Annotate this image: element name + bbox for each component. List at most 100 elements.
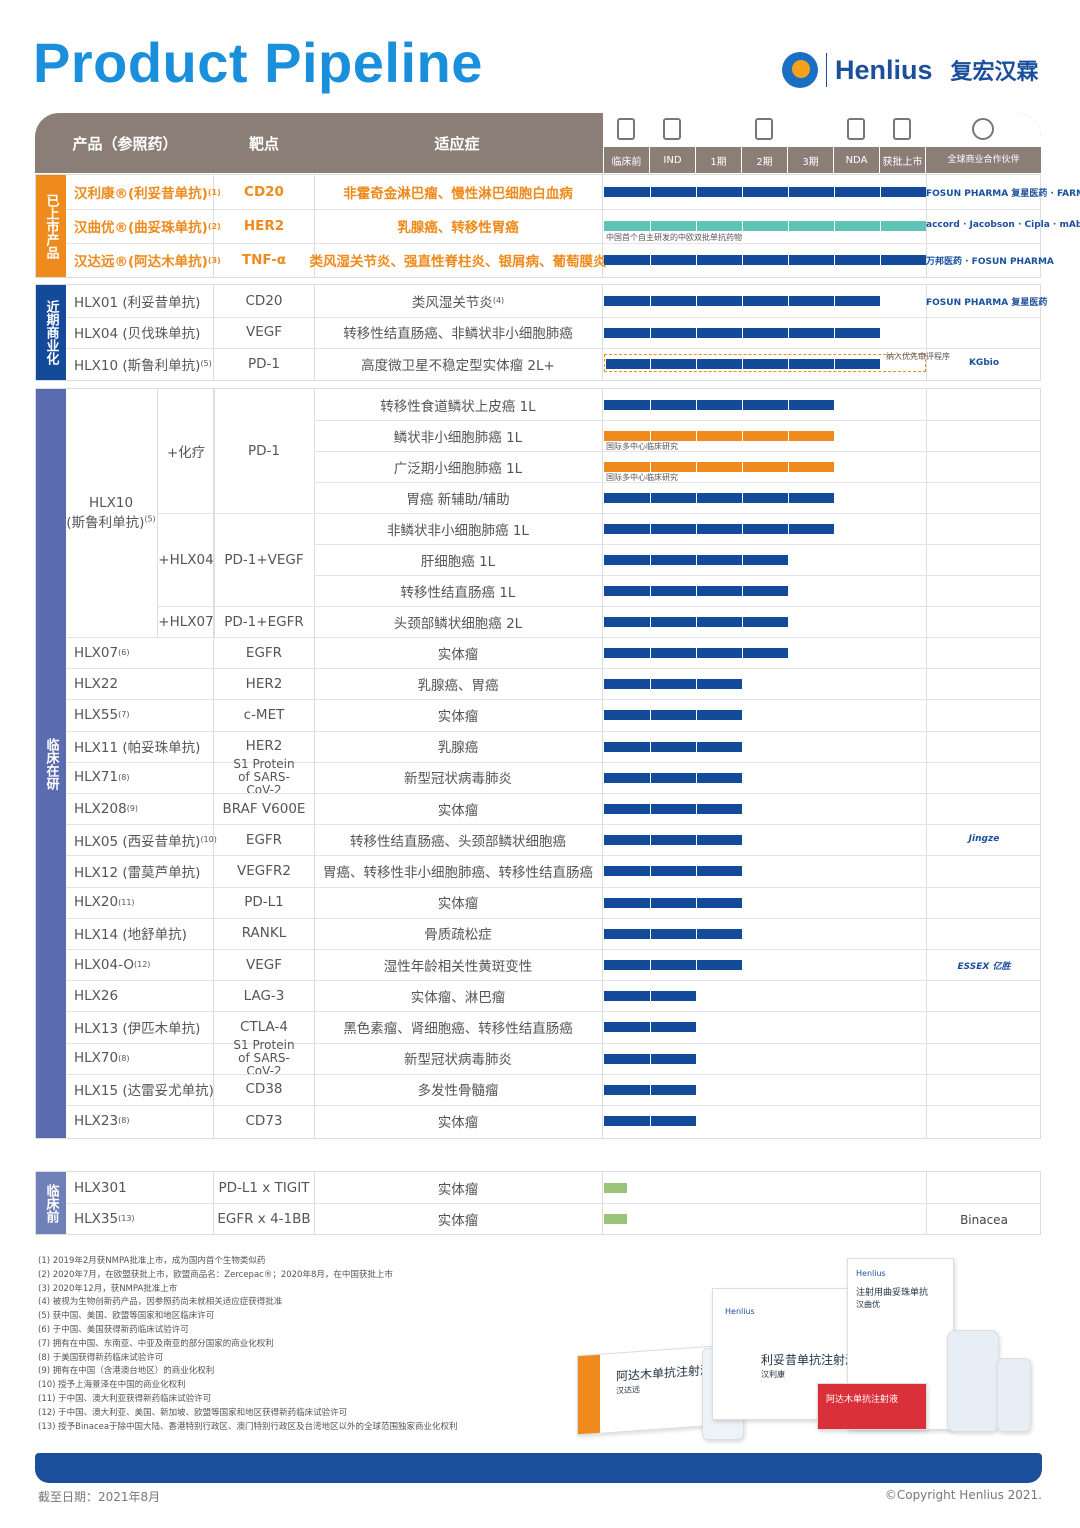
table-row: HLX70 (8) S1 Protein of SARS-CoV-2 新型冠状病毒肺炎 — [66, 1038, 1040, 1077]
stage-tick — [696, 221, 697, 231]
product-name: HLX13 (伊匹木单抗) — [66, 1011, 224, 1042]
table-row: HLX15 (达雷妥尤单抗) CD38 多发性骨髓瘤 — [66, 1073, 1040, 1105]
stage-tick — [696, 617, 697, 627]
stage-tick — [650, 772, 651, 783]
grid-line — [314, 389, 315, 1139]
stage-tick — [650, 991, 651, 1002]
pipeline-bar — [604, 493, 834, 503]
pipeline-bar-fill — [606, 359, 880, 369]
header-indication: 适应症 — [434, 134, 480, 153]
target: S1 Protein of SARS-CoV-2 — [233, 756, 295, 797]
footnote-ref: (13) — [118, 1214, 135, 1223]
pipeline-bar — [604, 960, 742, 970]
stage-tick — [650, 835, 651, 846]
product-text: HLX14 (地舒单抗) — [74, 927, 187, 944]
product-text: HLX12 (雷莫芦单抗) — [74, 864, 201, 881]
product-name: HLX35 (13) — [66, 1203, 224, 1234]
grid-line — [157, 389, 158, 637]
footnote: (5) 获中国、美国、欧盟等国家和地区临床许可 — [38, 1311, 215, 1322]
stage-tick — [650, 493, 651, 503]
table-header: 产品（参照药） 靶点 适应症 临床前 IND 1期 2期 3期 NDA 获批上市 全球商业合作伙伴 — [35, 113, 1041, 173]
logo-divider — [826, 53, 827, 87]
table-row: HLX04 (贝伐珠单抗) VEGF 转移性结直肠癌、非鳞状非小细胞肺癌 — [66, 316, 1040, 349]
grid-line — [213, 175, 214, 277]
row-divider — [66, 730, 1040, 732]
pipeline-bar — [604, 897, 742, 908]
product-text: 汉曲优®(曲妥珠单抗) — [74, 220, 208, 236]
grid-line — [926, 389, 927, 1139]
stage-tick — [650, 960, 651, 970]
stage-tick — [696, 255, 697, 265]
footnote-ref: (10) — [200, 835, 217, 845]
combo-target: PD-1 — [248, 443, 280, 459]
stage-tick — [696, 804, 697, 814]
product-name: HLX10 (斯鲁利单抗) (5) — [66, 348, 224, 380]
row-divider — [66, 1073, 1040, 1075]
footnote-ref: (7) — [118, 710, 130, 720]
row-divider — [314, 420, 1040, 421]
henlius-logo-icon — [782, 52, 818, 88]
section-marketed: 已上市产品 汉利康®(利妥昔单抗) (1) CD20 非霍奇金淋巴瘤、慢性淋巴细胞白血病… — [35, 174, 1080, 278]
stage-tick — [742, 586, 743, 596]
box3-label: 注射用曲妥珠单抗 — [856, 1288, 929, 1298]
product-text: HLX07 — [74, 644, 119, 661]
pipeline-bar — [604, 431, 834, 441]
row-divider — [66, 824, 1040, 826]
partner-logo: Jingze — [968, 833, 1000, 844]
row-divider — [66, 699, 1040, 701]
stage-tick — [742, 400, 743, 410]
grid-line — [602, 285, 603, 380]
pipeline-bar — [604, 772, 742, 783]
row-divider — [66, 1011, 1040, 1013]
stage-tick — [696, 710, 697, 721]
product-name: HLX14 (地舒单抗) — [66, 918, 224, 949]
stage-tick — [834, 359, 835, 369]
table-row: 胃癌 新辅助/辅助 — [66, 482, 1040, 513]
stage-tick — [696, 327, 697, 338]
table-row: HLX12 (雷莫芦单抗) VEGFR2 胃癌、转移性非小细胞肺癌、转移性结直肠癌 — [66, 855, 1040, 886]
stage-label: IND — [649, 147, 695, 173]
indication: 转移性结直肠癌、头颈部鳞状细胞癌 — [350, 833, 566, 850]
footnote: (1) 2019年2月获NMPA批准上市，成为国内首个生物类似药 — [38, 1256, 266, 1266]
stage-label: NDA — [833, 147, 879, 173]
indication: 实体瘤 — [437, 1114, 479, 1131]
row-divider — [66, 855, 1040, 857]
product-text: HLX301 — [74, 1179, 127, 1196]
indication: 乳腺癌 — [437, 740, 479, 757]
stage-tick — [788, 255, 789, 265]
indication: 肝细胞癌 1L — [420, 553, 496, 570]
target: HER2 — [245, 738, 283, 755]
indication: 黑色素瘤、肾细胞癌、转移性结直肠癌 — [343, 1020, 573, 1037]
row-divider — [158, 606, 313, 607]
table-row: HLX71 (8) S1 Protein of SARS-CoV-2 新型冠状病毒肺炎 — [66, 756, 1040, 797]
stage-tick — [696, 679, 697, 690]
product-text: HLX01 (利妥昔单抗) — [74, 294, 201, 311]
row-divider — [314, 544, 1040, 545]
section-label-near: 近期商业化 — [36, 285, 66, 380]
stage-tick — [696, 187, 697, 197]
target: EGFR — [245, 644, 283, 661]
stage-label: 1期 — [695, 147, 741, 173]
table-row: 汉曲优®(曲妥珠单抗) (2) HER2 乳腺癌、转移性胃癌 中国首个自主研发的中欧双批… — [66, 209, 1080, 243]
box2-brand: Henlius — [725, 1307, 755, 1316]
stage-col-1: IND — [649, 113, 695, 173]
group-product-sub-text: (斯鲁利单抗) — [66, 515, 145, 531]
stage-tick — [650, 1022, 651, 1033]
product-name: HLX15 (达雷妥尤单抗) — [66, 1074, 224, 1105]
grid-line — [213, 285, 214, 380]
product-name: HLX23 (8) — [66, 1105, 224, 1136]
stage-tick — [742, 359, 743, 369]
stage-label: 获批上市 — [879, 147, 925, 173]
bar-note: 中国首个自主研发的中欧双批单抗药物 — [606, 233, 742, 242]
pipeline-bar — [604, 710, 742, 721]
stage-col-2: 1期 — [695, 113, 741, 173]
indication: 多发性骨髓瘤 — [417, 1083, 499, 1100]
indication: 类风湿关节炎 (4) — [314, 285, 602, 317]
partner-logo: KGbio — [968, 357, 1000, 368]
row-divider — [158, 513, 313, 514]
product-text: 汉利康®(利妥昔单抗) — [74, 186, 208, 202]
indication: 胃癌、转移性非小细胞肺癌、转移性结直肠癌 — [323, 864, 593, 881]
footnote-ref: (8) — [118, 772, 130, 782]
product-text: HLX26 — [74, 987, 119, 1004]
partner-label: 全球商业合作伙伴 — [925, 147, 1041, 173]
